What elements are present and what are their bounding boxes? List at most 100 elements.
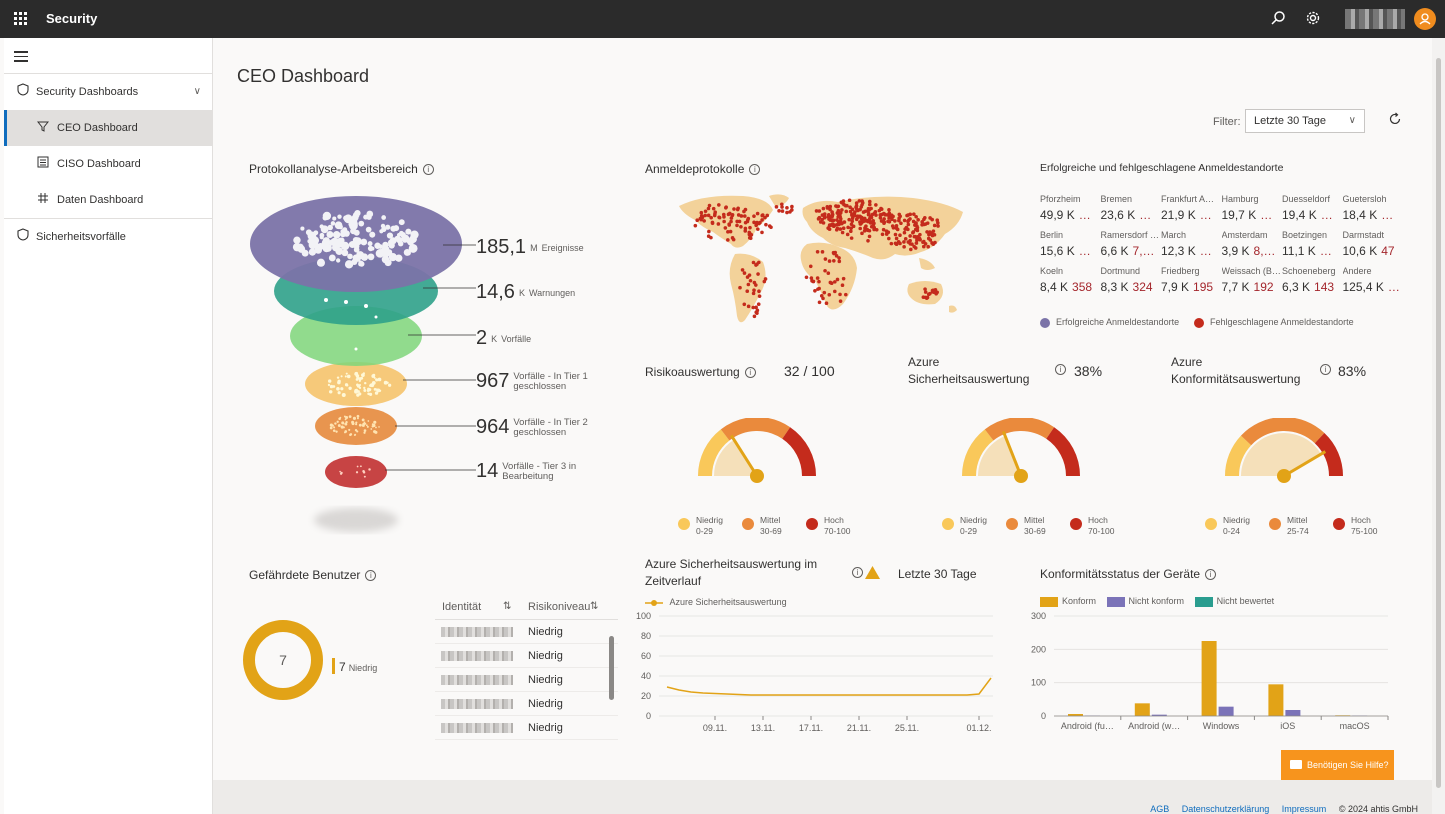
- location-item: Darmstadt 10,6 K 47: [1343, 230, 1403, 258]
- legend-dot: [678, 518, 690, 530]
- sidebar-item-security-dashboards[interactable]: Security Dashboards ∨: [4, 74, 213, 110]
- gauge-band: [1046, 427, 1080, 477]
- legend-dot: [1194, 317, 1204, 328]
- chevron-up-icon[interactable]: ∨: [193, 86, 201, 97]
- sidebar-item-ceo-dashboard[interactable]: CEO Dashboard: [4, 110, 213, 146]
- bar: [1268, 684, 1284, 716]
- gauge-azure-compliance: [1225, 418, 1343, 483]
- gauge-band: [1314, 432, 1343, 477]
- scrollbar-thumb[interactable]: [1436, 58, 1441, 788]
- info-icon[interactable]: i: [749, 164, 761, 175]
- footer-copyright: © 2024 ahtis GmbH: [1338, 804, 1418, 814]
- app-launcher-icon[interactable]: [14, 12, 28, 26]
- info-icon[interactable]: i: [1055, 364, 1066, 375]
- location-name: Bremen: [1100, 194, 1133, 204]
- info-icon[interactable]: i: [422, 164, 434, 175]
- filter-dropdown[interactable]: Letzte 30 Tage ∨: [1245, 109, 1365, 133]
- refresh-icon[interactable]: [1388, 112, 1402, 130]
- sidebar-item-ciso-dashboard[interactable]: CISO Dashboard: [4, 146, 213, 182]
- bar: [1134, 703, 1150, 716]
- devices-chart: 0 100 200 300 Android (fu… Android (w… Windows…: [1031, 611, 1389, 731]
- users-legend: 7 Niedrig: [339, 660, 378, 674]
- legend-label: Mittel 30-69: [1024, 515, 1046, 536]
- y-tick-label: 40: [641, 671, 651, 681]
- avatar[interactable]: [1414, 8, 1436, 30]
- funnel-label-ereignisse: 185,1 M Ereignisse: [476, 236, 584, 258]
- column-header-identity[interactable]: Identität: [442, 601, 482, 613]
- table-row[interactable]: Niedrig: [435, 668, 618, 692]
- location-values: 19,7 K…: [1222, 208, 1282, 222]
- info-icon[interactable]: i: [852, 567, 863, 578]
- help-button[interactable]: Benötigen Sie Hilfe?: [1281, 750, 1394, 780]
- location-name: Andere: [1342, 266, 1372, 276]
- y-tick-label: 200: [1031, 644, 1046, 654]
- location-values: 12,3 K…: [1161, 244, 1221, 258]
- info-icon[interactable]: i: [1205, 569, 1217, 580]
- footer-link-agb[interactable]: AGB: [1150, 804, 1170, 814]
- sidebar-item-sicherheitsvorfaelle[interactable]: Sicherheitsvorfälle: [4, 219, 213, 255]
- location-success: 6,3 K: [1282, 280, 1311, 294]
- location-name: Koeln: [1040, 266, 1064, 276]
- y-tick-label: 0: [646, 711, 651, 721]
- legend-dot: [1070, 518, 1082, 530]
- user-name-blurred[interactable]: [1345, 9, 1405, 29]
- footer-links: AGB Datenschutzerklärung Impressum © 202…: [1140, 804, 1418, 814]
- location-values: 3,9 K 8,…: [1222, 244, 1282, 258]
- location-name: Amsterdam: [1221, 230, 1268, 240]
- gauge-band: [720, 418, 791, 441]
- sidebar-item-label: Sicherheitsvorfälle: [36, 231, 126, 243]
- users-title: Gefährdete Benutzer i: [249, 568, 377, 582]
- table-row[interactable]: Niedrig: [435, 716, 618, 740]
- gauge-legend-azure-compliance: Niedrig 0-24 Mittel 25-74 Hoch 75-100: [1205, 515, 1405, 539]
- y-tick-label: 60: [641, 651, 651, 661]
- location-item: March 12,3 K…: [1161, 230, 1221, 258]
- gauge-band: [1225, 435, 1252, 477]
- footer-link-datenschutz[interactable]: Datenschutzerklärung: [1181, 804, 1270, 814]
- sort-icon[interactable]: ⇅: [590, 601, 599, 612]
- location-values: 23,6 K…: [1101, 208, 1161, 222]
- location-fail: 324: [1132, 280, 1153, 294]
- x-tick-label: 21.11.: [847, 723, 871, 733]
- location-item: Weissach (B… 7,7 K 192: [1222, 266, 1282, 294]
- funnel-title: Protokollanalyse-Arbeitsbereich i: [249, 162, 434, 176]
- funnel-label-tier1: 967 Vorfälle - In Tier 1 geschlossen: [476, 370, 588, 392]
- info-icon[interactable]: i: [1320, 364, 1331, 375]
- table-row[interactable]: Niedrig: [435, 644, 618, 668]
- sort-icon[interactable]: ⇅: [503, 601, 512, 612]
- app-title[interactable]: Security: [46, 11, 98, 26]
- location-name: Weissach (B…: [1221, 266, 1281, 276]
- footer-link-impressum[interactable]: Impressum: [1281, 804, 1327, 814]
- y-tick-label: 300: [1031, 611, 1046, 621]
- location-item: Bremen 23,6 K…: [1101, 194, 1161, 222]
- table-scrollbar[interactable]: [609, 636, 614, 700]
- funnel-label-tier3: 14 Vorfälle - Tier 3 in Bearbeitung: [476, 460, 577, 482]
- search-icon[interactable]: [1269, 10, 1287, 28]
- info-icon[interactable]: i: [744, 367, 756, 378]
- location-name: Boetzingen: [1282, 230, 1328, 240]
- bar: [1068, 714, 1083, 716]
- location-fail: …: [1078, 208, 1091, 222]
- column-header-risk[interactable]: Risikoniveau: [528, 601, 591, 613]
- location-fail: …: [1320, 208, 1333, 222]
- hamburger-menu-icon[interactable]: [14, 51, 28, 62]
- page-scrollbar[interactable]: [1432, 38, 1445, 814]
- y-tick-label: 80: [641, 631, 651, 641]
- gear-icon[interactable]: [1304, 10, 1322, 28]
- gauge-needle: [1001, 430, 1023, 477]
- risk-cell: Niedrig: [528, 674, 563, 686]
- world-map[interactable]: [673, 188, 973, 338]
- table-row[interactable]: Niedrig: [435, 692, 618, 716]
- location-fail: 143: [1314, 280, 1335, 294]
- legend-dot: [1269, 518, 1281, 530]
- identity-blurred: [441, 627, 513, 637]
- sidebar-item-daten-dashboard[interactable]: Daten Dashboard: [4, 182, 213, 218]
- legend-label: Hoch 70-100: [1088, 515, 1115, 536]
- x-tick-label: 25.11.: [895, 723, 919, 733]
- funnel-label-vorfaelle: 2 K Vorfälle: [476, 327, 532, 349]
- info-icon[interactable]: i: [365, 570, 377, 581]
- table-row[interactable]: Niedrig: [435, 620, 618, 644]
- location-success: 15,6 K: [1040, 244, 1075, 258]
- score-value-azure-security: 38%: [1074, 363, 1103, 379]
- risk-cell: Niedrig: [528, 626, 563, 638]
- location-fail: 195: [1193, 280, 1214, 294]
